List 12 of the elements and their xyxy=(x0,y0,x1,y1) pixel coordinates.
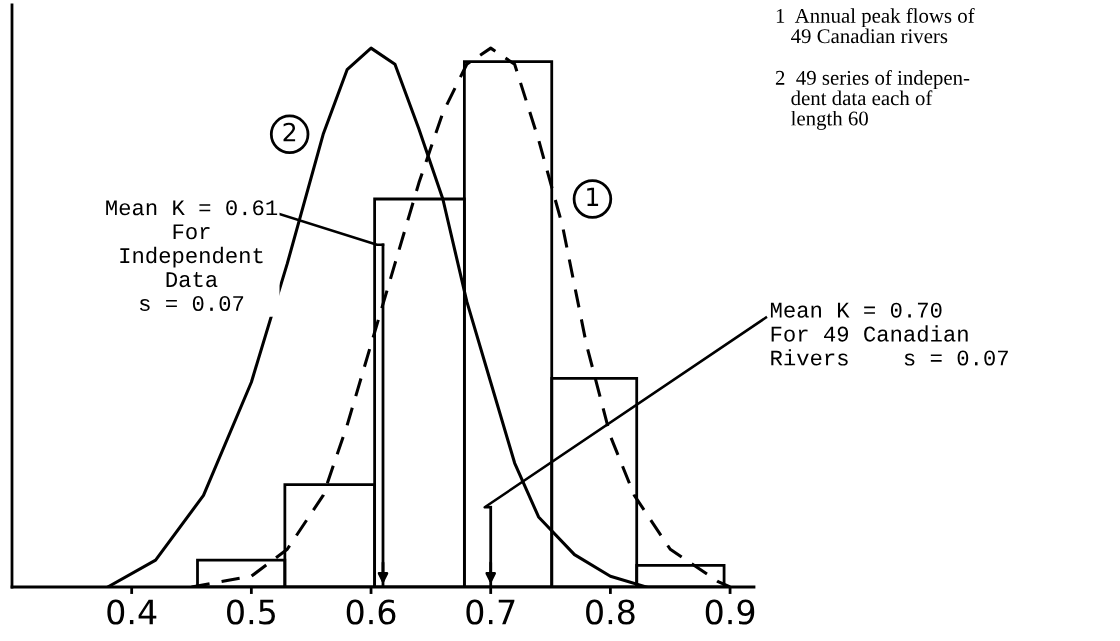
x-tick-label: 0.8 xyxy=(586,599,635,625)
x-tick-label: 0.6 xyxy=(346,599,396,625)
text: 2 49 series of indepen- dent data each of length 60 xyxy=(775,70,970,130)
x-tick-label: 0.9 xyxy=(705,599,755,625)
text: 1 Annual peak flows of 49 Canadian rivers xyxy=(776,8,975,44)
series-label: 2 xyxy=(283,122,296,142)
series-label: 1 xyxy=(587,187,599,206)
x-tick-label: 0.7 xyxy=(466,599,515,625)
x-tick-label: 0.5 xyxy=(227,599,275,625)
ref-line-label: Mean K = 0.70 For 49 Canadian Rivers s = 0.07 xyxy=(770,302,1008,366)
x-tick-label: 0.4 xyxy=(107,599,157,625)
ref-line-label: Mean K = 0.61 For Independent Data s = 0.07 xyxy=(106,200,278,312)
